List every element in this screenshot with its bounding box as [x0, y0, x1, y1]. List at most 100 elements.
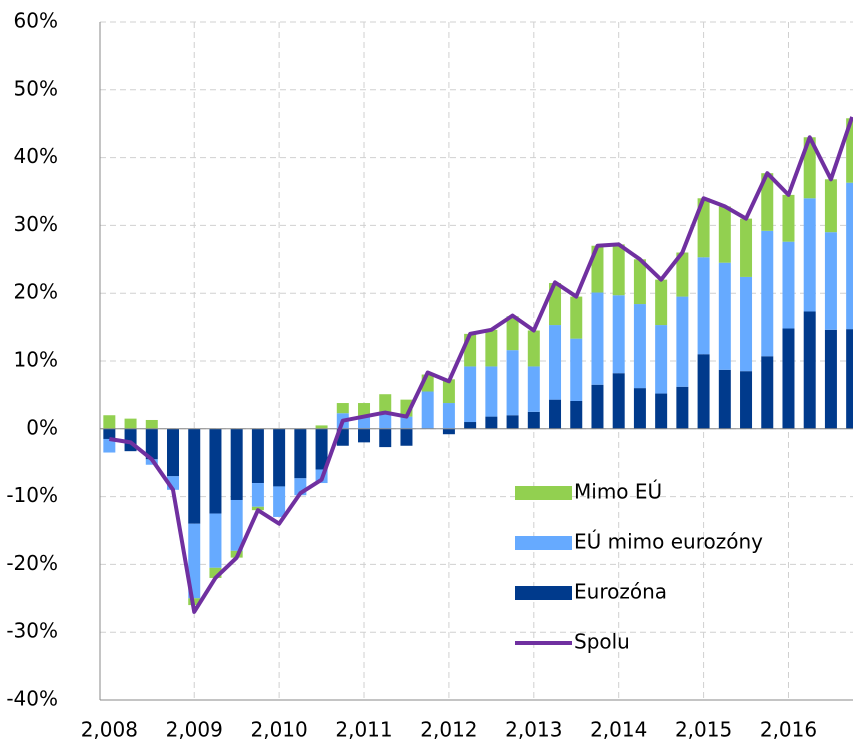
- bar: [336, 403, 349, 414]
- x-tick-label: 2,015: [675, 718, 732, 742]
- x-tick-label: 2,008: [81, 718, 138, 742]
- bar: [676, 386, 689, 429]
- bar: [145, 428, 158, 460]
- y-tick-label: -20%: [6, 551, 58, 575]
- bar: [633, 259, 646, 305]
- x-tick-label: 2,012: [420, 718, 477, 742]
- bar: [421, 391, 434, 429]
- bar: [633, 304, 646, 389]
- x-tick-label: 2,016: [760, 718, 817, 742]
- x-tick-label: 2,013: [505, 718, 562, 742]
- bar: [612, 373, 625, 429]
- bar: [506, 316, 519, 351]
- bar: [824, 232, 837, 330]
- legend-swatch: [515, 486, 572, 500]
- y-tick-label: -30%: [6, 619, 58, 643]
- bar: [230, 428, 243, 500]
- bar: [697, 257, 710, 355]
- bar: [251, 483, 264, 507]
- y-tick-label: 20%: [14, 280, 58, 304]
- bar: [655, 393, 668, 429]
- bar: [761, 356, 774, 429]
- legend-swatch: [515, 536, 572, 550]
- bar: [379, 394, 392, 414]
- bar: [273, 486, 286, 517]
- bar: [697, 354, 710, 429]
- bar: [527, 411, 540, 429]
- line: [109, 116, 853, 614]
- y-tick-label: -10%: [6, 483, 58, 507]
- bar: [485, 416, 498, 429]
- bar: [273, 428, 286, 487]
- bar: [570, 338, 583, 402]
- bar: [761, 173, 774, 231]
- bar: [527, 330, 540, 367]
- y-tick-label: 0%: [26, 415, 58, 439]
- bar: [612, 244, 625, 296]
- bar: [442, 403, 455, 429]
- bar: [527, 366, 540, 412]
- bar: [400, 428, 413, 446]
- bar: [315, 425, 328, 429]
- x-tick-label: 2,011: [335, 718, 392, 742]
- bar: [485, 329, 498, 367]
- bar: [358, 403, 371, 417]
- bar: [803, 137, 816, 199]
- bar: [633, 388, 646, 429]
- bar: [230, 499, 243, 551]
- bar: [379, 413, 392, 429]
- bar: [846, 329, 853, 429]
- y-tick-label: 30%: [14, 212, 58, 236]
- bar: [251, 428, 264, 484]
- bar: [718, 206, 731, 263]
- bar: [188, 523, 201, 599]
- x-tick-label: 2,010: [250, 718, 307, 742]
- bar: [188, 428, 201, 524]
- bar: [124, 418, 137, 429]
- bar: [591, 384, 604, 429]
- bar: [103, 438, 116, 453]
- bar: [442, 379, 455, 404]
- bar: [591, 292, 604, 385]
- bar: [209, 513, 222, 568]
- bar: [103, 415, 116, 429]
- y-tick-label: 10%: [14, 348, 58, 372]
- y-tick-label: -40%: [6, 687, 58, 711]
- legend-label: Spolu: [574, 630, 630, 654]
- bar: [379, 428, 392, 448]
- legend-swatch: [515, 586, 572, 600]
- bar: [718, 262, 731, 370]
- y-tick-label: 50%: [14, 76, 58, 100]
- bar: [294, 428, 307, 479]
- bar: [549, 399, 562, 429]
- bar: [506, 415, 519, 429]
- y-tick-label: 60%: [14, 9, 58, 33]
- bar: [464, 366, 477, 423]
- bar: [315, 428, 328, 470]
- bar: [358, 428, 371, 443]
- bar: [740, 218, 753, 277]
- bar: [824, 329, 837, 429]
- legend-label: EÚ mimo eurozóny: [574, 530, 763, 554]
- bar: [655, 325, 668, 394]
- bar: [740, 371, 753, 429]
- bar: [549, 325, 562, 400]
- bar: [103, 428, 116, 439]
- bar: [485, 366, 498, 417]
- bar: [570, 296, 583, 339]
- bar: [167, 428, 180, 477]
- bar: [761, 230, 774, 357]
- bar: [718, 369, 731, 429]
- bar: [506, 350, 519, 416]
- bar: [124, 428, 137, 452]
- bar: [145, 419, 158, 429]
- bar: [846, 118, 853, 183]
- bar: [209, 567, 222, 578]
- y-tick-label: 40%: [14, 144, 58, 168]
- bar: [358, 416, 371, 429]
- x-tick-label: 2,014: [590, 718, 647, 742]
- bar: [676, 252, 689, 297]
- bar: [782, 194, 795, 242]
- bar: [740, 276, 753, 372]
